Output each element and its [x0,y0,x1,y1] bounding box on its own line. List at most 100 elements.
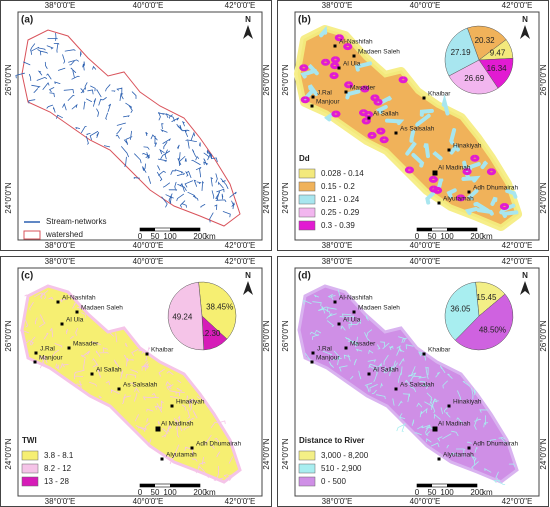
panel: 38°0'0"E 38°0'0"E 40°0'0"E 40°0'0"E 42°0'0"E… [277,0,549,251]
place-marker [311,95,315,99]
north-label: N [522,15,528,24]
place-label: Al Sallah [96,367,122,374]
pie-slice [448,59,499,95]
lat-label: 26°0'0"N [539,64,548,95]
place-label: Masader [350,341,376,348]
place-marker [467,446,471,450]
legend-label: 3,000 - 8,200 [321,451,369,460]
pie-slice [198,281,237,340]
lon-label: 42°0'0"E [502,257,533,266]
place-marker [437,457,441,461]
place-marker [352,310,356,314]
lon-label: 42°0'0"E [225,1,256,10]
legend-swatch [298,450,316,461]
north-label: N [522,271,528,280]
pie-label: 48.50% [479,326,506,335]
panel: 38°0'0"E 38°0'0"E 40°0'0"E 40°0'0"E 42°0'0"E… [277,256,549,507]
legend-swatch [21,476,39,487]
place-marker [90,372,94,376]
place-marker [155,426,161,432]
place-label: Al Sallah [373,111,399,118]
place-marker [310,360,314,364]
place-label: Adh Dhumairah [196,441,242,448]
place-marker [432,170,438,176]
north-label: N [245,271,251,280]
lon-label: 40°0'0"E [410,1,441,10]
place-marker [160,457,164,461]
place-marker [447,404,451,408]
scale-bar [417,228,432,231]
scale-label: 200 [470,488,484,497]
pie-label: 27.19 [451,48,472,57]
legend-label: 13 - 28 [44,477,69,486]
watershed [21,29,241,227]
place-label: Alyutamah [166,452,197,459]
place-label: Masader [73,341,99,348]
lon-label: 38°0'0"E [322,257,353,266]
scale-label: 100 [440,232,454,241]
lon-label: 40°0'0"E [133,257,164,266]
lon-label: 42°0'0"E [502,1,533,10]
place-marker [170,404,174,408]
place-label: Khaibar [151,347,174,354]
place-label: Alyutamah [443,452,474,459]
scale-label: 50 [428,488,437,497]
legend-title: Dd [299,154,310,163]
pie-slice [444,27,480,77]
lon-label: 40°0'0"E [410,257,441,266]
place-marker [60,322,64,326]
pie-label: 12.30 [200,329,221,338]
legend-label: 3.8 - 8.1 [44,451,74,460]
legend-label: 0.21 - 0.24 [321,195,360,204]
legend-swatch [21,450,39,461]
watershed [297,284,519,484]
lon-label: 40°0'0"E [133,1,164,10]
north-arrow [243,281,253,295]
scale-bar [170,228,200,231]
panel: 38°0'0"E 38°0'0"E 40°0'0"E 40°0'0"E 42°0'0"E… [0,0,272,251]
lat-label: 26°0'0"N [281,320,290,351]
scale-label: 50 [428,232,437,241]
pie-label: 38.45% [206,302,233,311]
lat-label: 26°0'0"N [539,320,548,351]
panel-label: (d) [298,271,311,282]
scale-bar [140,228,155,231]
place-label: Hinakiyah [176,399,205,406]
place-label: Al Ula [343,61,361,68]
lon-label: 38°0'0"E [45,241,76,250]
place-label: Alyutamah [443,196,474,203]
place-marker [333,44,337,48]
lat-label: 24°0'0"N [262,182,271,213]
lon-label: 40°0'0"E [133,241,164,250]
lon-label: 42°0'0"E [225,241,256,250]
lat-label: 24°0'0"N [281,438,290,469]
place-marker [437,201,441,205]
scale-label: 50 [151,488,160,497]
scale-bar [417,484,432,487]
legend-label: 0.25 - 0.29 [321,208,360,217]
legend-swatch [298,207,316,218]
scale-unit: km [482,232,493,241]
place-label: Masader [350,85,376,92]
scale-unit: km [482,488,493,497]
pie-label: 15.45 [476,293,497,302]
lat-label: 24°0'0"N [4,438,13,469]
legend-swatch [298,168,316,179]
place-label: Manjour [39,355,63,362]
place-marker [337,322,341,326]
place-marker [145,352,149,356]
pie-label: 9.47 [490,48,506,57]
lon-label: 40°0'0"E [410,241,441,250]
place-marker [190,446,194,450]
panel: 38°0'0"E 38°0'0"E 40°0'0"E 40°0'0"E 42°0'0"E… [0,256,272,507]
place-label: Al-Nashifah [339,39,373,46]
panel-label: (c) [21,271,33,282]
scale-label: 100 [163,488,177,497]
lon-label: 38°0'0"E [45,257,76,266]
place-label: Khaibar [428,347,451,354]
place-label: Al-Nashifah [339,295,373,302]
place-marker [310,104,314,108]
place-marker [367,116,371,120]
legend-label: 0.028 - 0.14 [321,169,364,178]
lon-label: 42°0'0"E [502,497,533,506]
